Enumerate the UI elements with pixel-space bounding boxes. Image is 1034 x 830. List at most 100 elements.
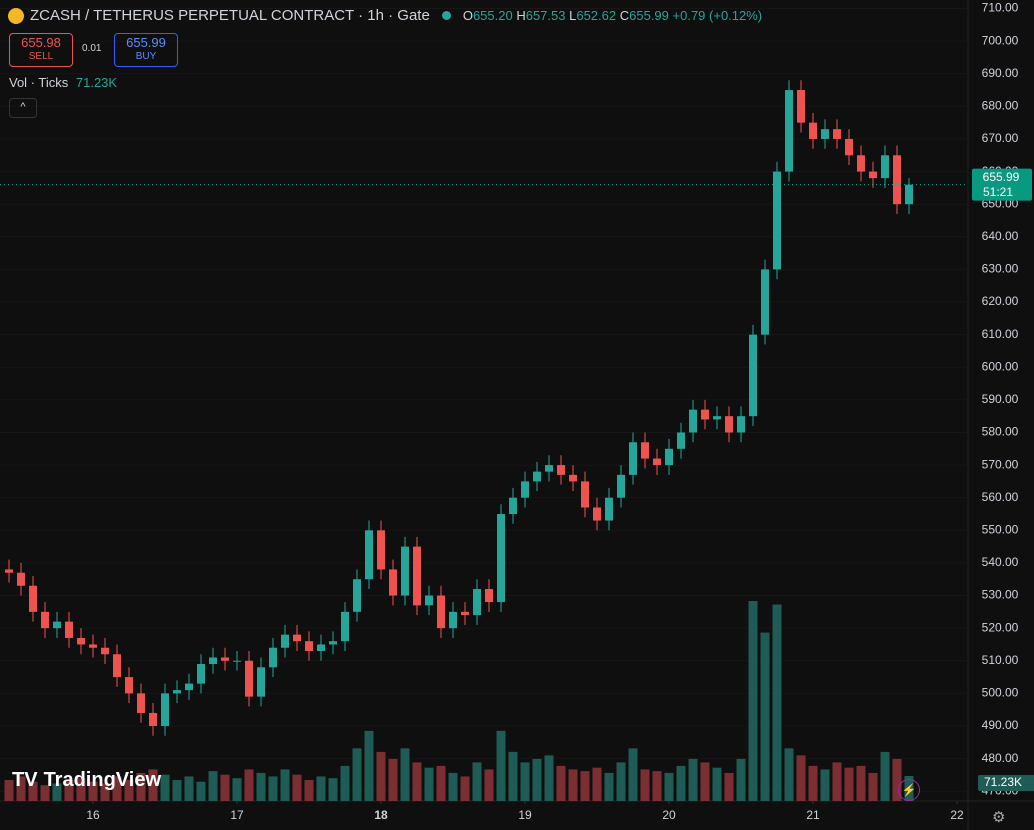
volume-tag (978, 775, 1034, 792)
y-tick-label: 620.00 (982, 294, 1019, 308)
candle-body (761, 269, 769, 335)
candle-body (233, 660, 241, 662)
brand-text: TradingView (43, 769, 162, 791)
volume-bar (400, 748, 410, 801)
candle-body (437, 595, 445, 629)
spread: 0.01 (82, 43, 102, 54)
volume-bar (88, 781, 98, 801)
candle-body (521, 481, 529, 498)
settings-button[interactable]: ⚙ (992, 809, 1006, 826)
volume-bar (628, 748, 638, 801)
candle-body (209, 657, 217, 665)
volume-bar (532, 758, 542, 801)
volume-bar (388, 758, 398, 801)
candle-body (785, 90, 793, 172)
y-tick-label: 640.00 (982, 229, 1019, 243)
candle-body (341, 611, 349, 642)
candle-body (329, 641, 337, 645)
lightning-button[interactable]: ⚡ (898, 779, 920, 801)
volume-bar (4, 779, 14, 801)
symbol-title[interactable]: ZCASH / TETHERUS PERPETUAL CONTRACT · 1h… (30, 7, 430, 24)
volume-bar (748, 601, 758, 801)
volume-bar (856, 765, 866, 801)
o-label: O (462, 8, 473, 23)
y-tick-label: 510.00 (982, 653, 1019, 667)
volume-bar (28, 781, 38, 801)
y-tick-label: 540.00 (982, 555, 1019, 569)
candle-body (425, 595, 433, 606)
volume-bar (232, 778, 242, 801)
candle-body (281, 634, 289, 648)
candle-body (197, 664, 205, 684)
candle-body (569, 474, 577, 482)
volume-bar (640, 769, 650, 801)
candle-body (29, 585, 37, 612)
candle-body (749, 334, 757, 417)
sell-button[interactable]: 655.98 SELL (9, 33, 73, 67)
volume-bar (436, 765, 446, 801)
candle-body (557, 465, 565, 475)
x-tick-label: 21 (806, 808, 820, 822)
buy-label: BUY (135, 51, 157, 62)
candle-body (677, 432, 685, 449)
volume-bar (16, 776, 26, 801)
volume-bar (880, 751, 890, 801)
candle-body (809, 122, 817, 139)
volume-bar (496, 730, 506, 801)
volume-bar (736, 758, 746, 801)
price-tag (972, 168, 1032, 201)
candle-body (461, 611, 469, 616)
candle-body (701, 409, 709, 420)
volume-bar (172, 779, 182, 801)
buy-button[interactable]: 655.99 BUY (114, 33, 178, 67)
volume-bar (676, 765, 686, 801)
candle-body (629, 442, 637, 475)
volume-bar (352, 748, 362, 801)
candle-body (845, 138, 853, 156)
y-tick-label: 490.00 (982, 718, 1019, 732)
x-tick-label: 20 (662, 808, 676, 822)
collapse-button[interactable]: ^ (9, 98, 37, 118)
candle-body (605, 497, 613, 521)
y-tick-label: 480.00 (982, 751, 1019, 765)
volume-bar (820, 769, 830, 801)
volume-bar (52, 783, 62, 801)
candle-body (53, 621, 61, 629)
y-tick-label: 670.00 (982, 131, 1019, 145)
volume-bar (664, 772, 674, 801)
volume-bar (784, 748, 794, 801)
buy-price: 655.99 (126, 35, 166, 50)
x-tick-label: 18 (374, 808, 388, 822)
candle-body (389, 569, 397, 596)
volume-bar (292, 774, 302, 801)
plot-bg (0, 0, 968, 801)
volume-bar (196, 781, 206, 801)
candle-body (65, 621, 73, 638)
y-tick-label: 680.00 (982, 99, 1019, 113)
volume-bar (112, 776, 122, 801)
candle-body (353, 579, 361, 612)
volume-bar (100, 783, 110, 801)
y-tick-label: 630.00 (982, 262, 1019, 276)
candle-body (653, 458, 661, 466)
y-tick-label: 560.00 (982, 490, 1019, 504)
ohlc: O655.20 H657.53 L652.62 C655.99 +0.79 (+… (463, 8, 762, 23)
candle-body (485, 589, 493, 603)
price-tag-price: 655.99 (983, 170, 1020, 184)
candle-body (305, 641, 313, 651)
volume-bar (808, 765, 818, 801)
volume-bar (652, 771, 662, 801)
volume-bar (220, 774, 230, 801)
candle-body (725, 416, 733, 433)
volume-value: 71.23K (75, 75, 118, 90)
volume-bar (760, 632, 770, 801)
y-tick-label: 530.00 (982, 588, 1019, 602)
volume-legend: Vol · Ticks 71.23K (9, 75, 117, 90)
x-tick-label: 22 (950, 808, 964, 822)
volume-bar (724, 772, 734, 801)
volume-bar (304, 779, 314, 801)
volume-bar (616, 762, 626, 801)
x-tick-label: 16 (86, 808, 100, 822)
volume-bar (328, 778, 338, 801)
